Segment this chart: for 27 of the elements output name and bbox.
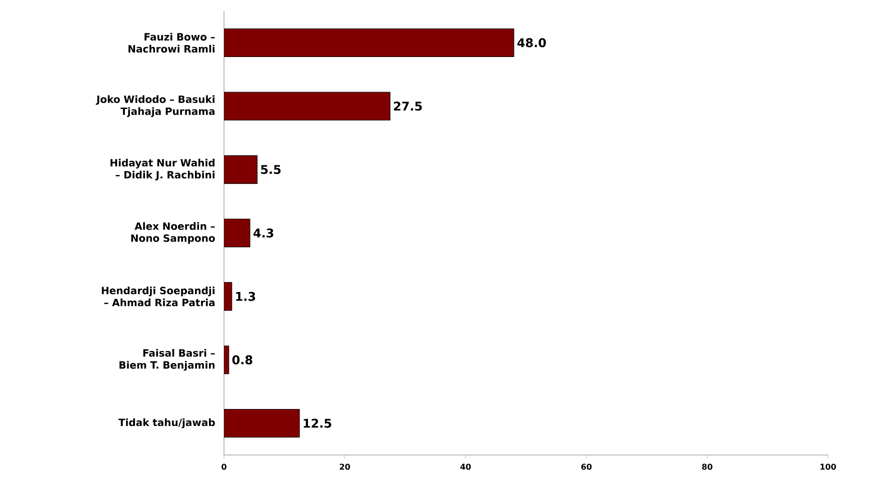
y-tick-label: Hendardji Soepandji – Ahmad Riza Patria (102, 286, 215, 306)
data-label: 1.3 (236, 292, 256, 301)
data-label: 5.5 (261, 165, 281, 174)
data-label: 48.0 (517, 38, 546, 48)
x-tick-label: 40 (460, 464, 471, 470)
data-label: 12.5 (304, 418, 332, 428)
x-tick-label: 100 (820, 464, 836, 470)
bar (224, 218, 250, 248)
x-tick-label: 80 (702, 464, 712, 470)
x-tick-label: 20 (340, 464, 350, 470)
x-tick-label: 0 (222, 464, 226, 470)
bar (224, 92, 390, 120)
data-label: 4.3 (253, 228, 274, 238)
bar (224, 282, 232, 311)
x-tick-label: 60 (581, 464, 592, 470)
y-tick-label: Joko Widodo – Basuki Tjahaja Purnama (96, 95, 215, 118)
data-label: 27.5 (394, 102, 422, 111)
y-tick-label: Hidayat Nur Wahid – Didik J. Rachbini (110, 158, 214, 180)
bar (224, 155, 258, 184)
data-label: 0.8 (232, 355, 252, 364)
bar (224, 346, 230, 374)
y-tick-label: Alex Noerdin – Nono Sampono (131, 222, 215, 244)
bar (224, 28, 514, 57)
y-tick-label: Faisal Basri – Biem T. Benjamin (120, 348, 215, 371)
y-tick-label: Fauzi Bowo – Nachrowi Ramli (128, 32, 215, 53)
bar (224, 409, 300, 438)
y-tick-label: Tidak tahu/jawab (118, 418, 215, 428)
